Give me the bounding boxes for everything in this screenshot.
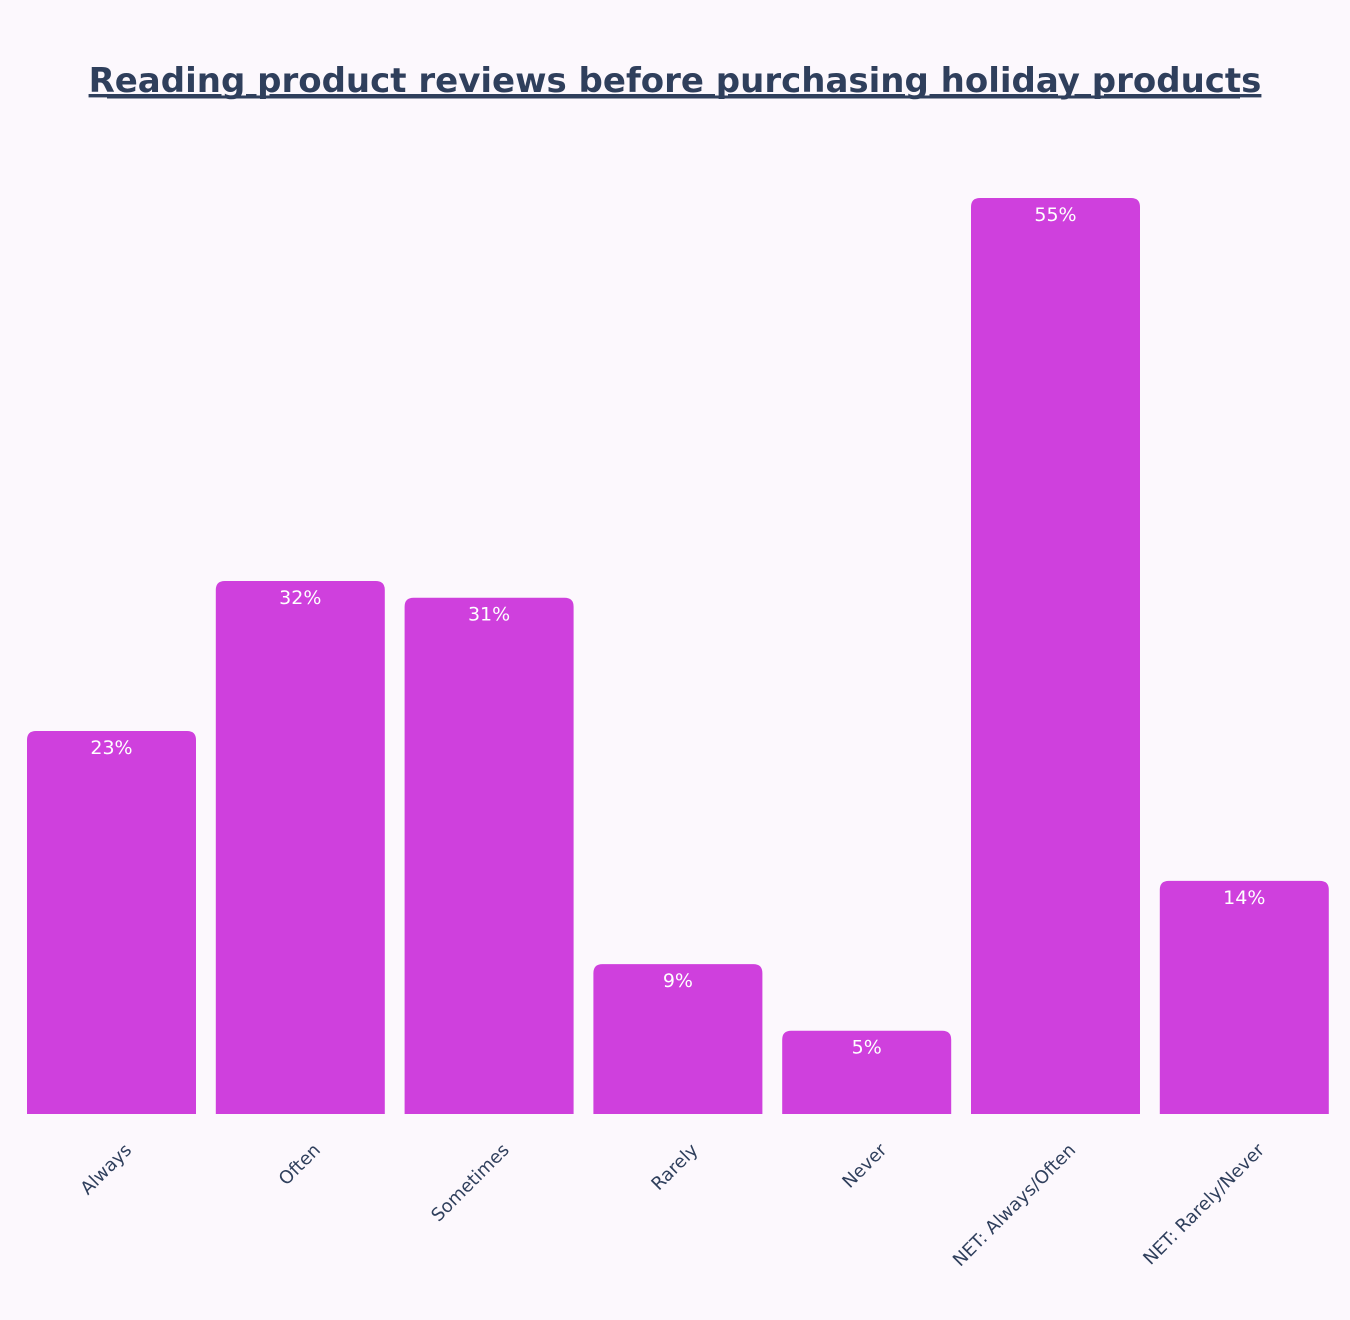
x-tick-label-3: Rarely xyxy=(647,1139,702,1194)
x-tick-label-0: Always xyxy=(77,1140,136,1199)
data-label-2: 31% xyxy=(468,604,510,626)
bars-group xyxy=(27,198,1329,1114)
bar-1 xyxy=(215,581,385,1114)
data-label-6: 14% xyxy=(1223,887,1265,909)
x-tick-label-2: Sometimes xyxy=(427,1140,513,1226)
bar-4 xyxy=(782,1030,952,1114)
x-tick-label-6: NET: Rarely/Never xyxy=(1139,1139,1269,1269)
data-label-3: 9% xyxy=(663,970,693,992)
x-tick-label-4: Never xyxy=(838,1139,891,1192)
chart-title: Reading product reviews before purchasin… xyxy=(89,61,1262,101)
x-tick-label-1: Often xyxy=(275,1140,325,1190)
data-labels-group: 23% 32% 31% 9% 5% 55% 14% xyxy=(90,204,1265,1059)
bar-2 xyxy=(404,597,574,1114)
x-tick-label-5: NET: Always/Often xyxy=(949,1140,1080,1271)
x-axis-tick-labels: Always Often Sometimes Rarely Never NET: Alwa… xyxy=(77,1139,1270,1271)
data-label-1: 32% xyxy=(279,587,321,609)
bar-6 xyxy=(1159,880,1329,1114)
data-label-0: 23% xyxy=(90,737,132,759)
data-label-4: 5% xyxy=(852,1037,882,1059)
data-label-5: 55% xyxy=(1034,204,1076,226)
bar-3 xyxy=(593,964,763,1114)
bar-5 xyxy=(971,198,1140,1114)
bar-0 xyxy=(27,730,196,1114)
